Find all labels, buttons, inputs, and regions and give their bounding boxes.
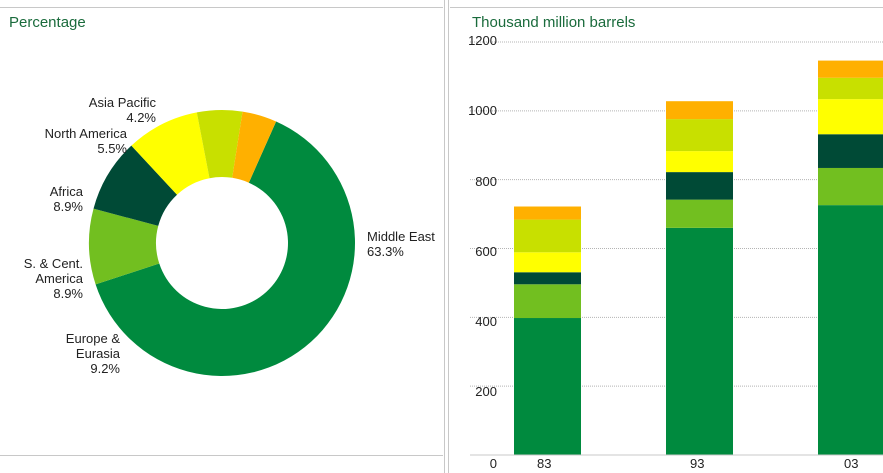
x-category-label: 03 — [844, 456, 859, 471]
y-tick-label: 800 — [475, 174, 497, 189]
y-tick-label: 0 — [489, 456, 497, 471]
pie-slice-europe-eurasia — [89, 208, 160, 285]
bar-title: Thousand million barrels — [472, 14, 636, 31]
y-tick-label: 600 — [475, 244, 497, 259]
bar-segment-north-america-93 — [666, 119, 733, 152]
bar-segment-north-america-03 — [818, 77, 883, 100]
pie-label-name: Asia Pacific — [88, 95, 156, 110]
y-tick-label: 1200 — [468, 33, 497, 48]
bar-segment-asia-pacific-93 — [666, 101, 733, 120]
bar-segment-europe-eurasia-93 — [666, 199, 733, 228]
pie-label-value: 5.5% — [97, 141, 127, 156]
y-tick-label: 200 — [475, 384, 497, 399]
pie-slice-north-america — [196, 110, 243, 179]
bar-segment-africa-83 — [514, 252, 581, 273]
pie-label-name: Europe & Eurasia — [65, 331, 120, 361]
bar-segment-s-cent-america-03 — [818, 134, 883, 168]
bar-segment-africa-03 — [818, 99, 883, 135]
bar-segment-s-cent-america-93 — [666, 172, 733, 200]
bar-segment-asia-pacific-83 — [514, 206, 581, 220]
pie-label-value: 8.9% — [53, 286, 83, 301]
y-tick-label: 400 — [475, 314, 497, 329]
x-category-label: 93 — [690, 456, 705, 471]
bar-segment-middle-east-03 — [818, 205, 883, 455]
pie-label-north-america: North America 5.5% — [45, 126, 127, 156]
pie-label-name: Africa — [49, 184, 83, 199]
pie-label-name: Middle East — [367, 229, 435, 244]
divider-line-2 — [448, 0, 449, 473]
y-tick-label: 1000 — [468, 103, 497, 118]
bar-segment-s-cent-america-83 — [514, 272, 581, 285]
pie-label-middle-east: Middle East 63.3% — [367, 229, 435, 259]
x-category-label: 83 — [537, 456, 552, 471]
pie-title: Percentage — [9, 14, 86, 31]
pie-label-value: 9.2% — [90, 361, 120, 376]
pie-label-name: North America — [44, 126, 127, 141]
bar-segment-africa-93 — [666, 151, 733, 173]
bar-segment-middle-east-83 — [514, 318, 581, 455]
donut-chart — [89, 110, 356, 377]
bar-segment-middle-east-93 — [666, 227, 733, 455]
pie-label-name: S. & Cent. America — [23, 256, 83, 286]
top-border-left — [0, 7, 443, 8]
pie-label-value: 8.9% — [53, 199, 83, 214]
pie-label-africa: Africa 8.9% — [50, 184, 83, 214]
bottom-border-left — [0, 455, 443, 456]
pie-label-europe-eurasia: Europe & Eurasia 9.2% — [48, 331, 120, 376]
pie-label-s-cent-america: S. & Cent. America 8.9% — [3, 256, 83, 301]
pie-label-value: 4.2% — [126, 110, 156, 125]
pie-label-asia-pacific: Asia Pacific 4.2% — [89, 95, 156, 125]
bar-segment-europe-eurasia-83 — [514, 284, 581, 319]
pie-slice-middle-east — [95, 121, 356, 377]
bar-segment-north-america-83 — [514, 219, 581, 253]
pie-slice-s-cent-america — [93, 145, 178, 226]
top-border-right — [450, 7, 883, 8]
bar-segment-asia-pacific-03 — [818, 60, 883, 78]
pie-slice-asia-pacific — [232, 111, 277, 183]
pie-slice-africa — [131, 112, 210, 195]
divider-line-1 — [444, 0, 445, 473]
pie-label-value: 63.3% — [367, 244, 404, 259]
bar-segment-europe-eurasia-03 — [818, 167, 883, 206]
